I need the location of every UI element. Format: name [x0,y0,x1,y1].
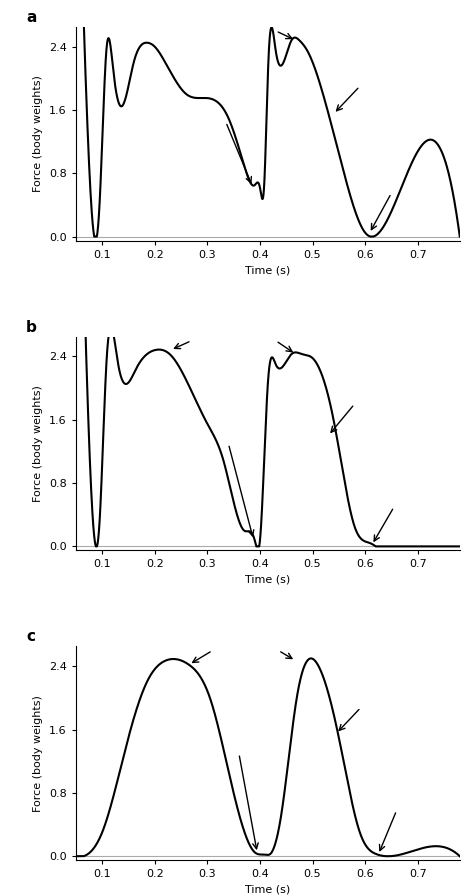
Text: b: b [26,320,37,334]
Y-axis label: Force (body weights): Force (body weights) [33,75,44,192]
Text: c: c [26,629,35,644]
X-axis label: Time (s): Time (s) [245,575,291,585]
X-axis label: Time (s): Time (s) [245,884,291,895]
Y-axis label: Force (body weights): Force (body weights) [33,695,44,812]
Y-axis label: Force (body weights): Force (body weights) [33,385,44,502]
Text: a: a [26,10,36,25]
X-axis label: Time (s): Time (s) [245,265,291,275]
